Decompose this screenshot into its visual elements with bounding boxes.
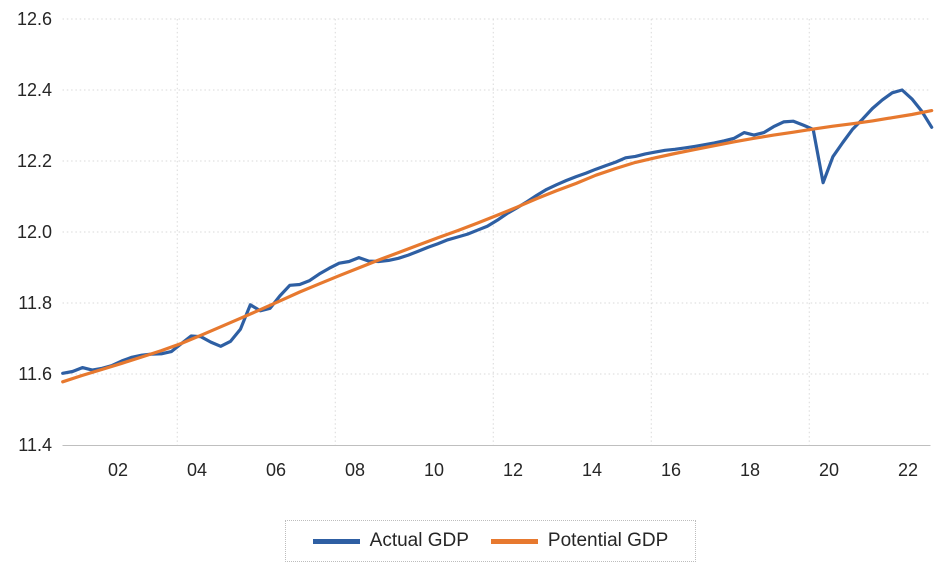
actual-gdp-line <box>61 88 934 375</box>
x-tick-label: 20 <box>819 460 839 480</box>
potential-gdp-legend-label: Potential GDP <box>547 530 669 551</box>
x-tick-label: 08 <box>345 460 365 480</box>
x-tick-label: 18 <box>740 460 760 480</box>
x-axis-tick-labels: 02 04 06 08 10 12 14 16 18 20 22 <box>108 460 918 480</box>
x-tick-label: 22 <box>898 460 918 480</box>
y-tick-label: 11.4 <box>18 435 52 455</box>
y-axis-tick-labels: 11.4 11.6 11.8 12.0 12.2 12.4 12.6 <box>17 9 52 455</box>
y-tick-label: 12.4 <box>17 80 52 100</box>
x-tick-label: 12 <box>503 460 523 480</box>
y-tick-label: 11.8 <box>18 293 52 313</box>
y-tick-label: 12.2 <box>17 151 52 171</box>
x-tick-label: 10 <box>424 460 444 480</box>
x-tick-label: 16 <box>661 460 681 480</box>
x-tick-label: 14 <box>582 460 602 480</box>
potential-gdp-line-swatch <box>490 538 538 544</box>
y-tick-label: 11.6 <box>18 364 52 384</box>
potential-gdp-line <box>61 108 934 384</box>
actual-gdp-line-swatch <box>312 538 360 544</box>
y-tick-label: 12.0 <box>17 222 52 242</box>
x-tick-label: 04 <box>187 460 207 480</box>
chart-legend: Actual GDP Potential GDP <box>285 520 696 562</box>
horizontal-gridlines <box>62 18 931 375</box>
x-tick-label: 02 <box>108 460 128 480</box>
x-tick-label: 06 <box>266 460 286 480</box>
gdp-line-chart: 11.4 11.6 11.8 12.0 12.2 12.4 12.6 02 04 06 08 10 12… <box>17 9 934 480</box>
actual-gdp-legend-label: Actual GDP <box>369 530 469 551</box>
y-tick-label: 12.6 <box>17 9 52 29</box>
